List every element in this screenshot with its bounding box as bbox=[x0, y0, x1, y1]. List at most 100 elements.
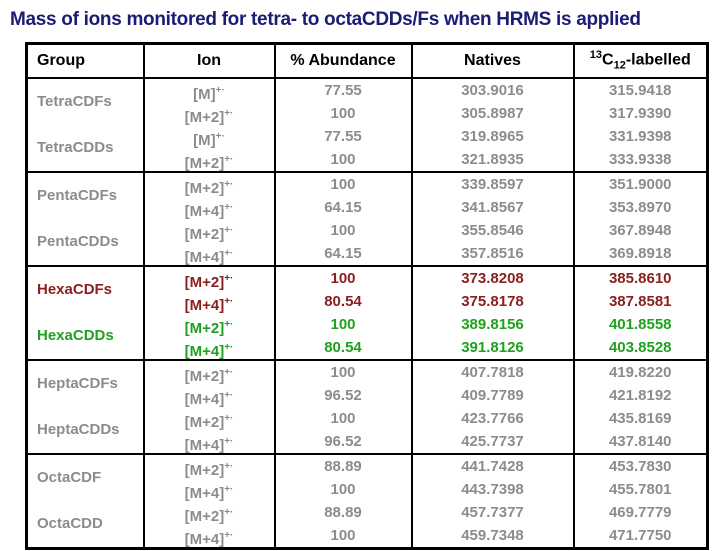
natives-value: 457.7377 bbox=[461, 503, 524, 521]
group-label: HexaCDFs bbox=[37, 280, 113, 298]
group-cell: TetraCDFs TetraCDDs bbox=[25, 76, 145, 173]
ion-value: [M+2]+· bbox=[145, 501, 274, 525]
ion-charge-superscript: +· bbox=[224, 201, 234, 213]
abundance-value: 77.55 bbox=[324, 81, 362, 99]
natives-cell: 339.8597 341.8567 355.8546 357.8516 bbox=[410, 170, 575, 267]
labelled-value: 435.8169 bbox=[608, 409, 672, 427]
col-header-group: Group bbox=[25, 42, 145, 79]
abundance-value: 100 bbox=[330, 269, 356, 287]
ion-value: [M+4]+· bbox=[145, 478, 274, 502]
ion-formula: [M+2] bbox=[184, 154, 225, 172]
ion-formula: [M+4] bbox=[184, 530, 225, 548]
ion-formula: [M+4] bbox=[184, 436, 225, 454]
ion-value: [M+2]+· bbox=[145, 102, 274, 126]
labelled-suffix: -labelled bbox=[625, 51, 691, 69]
abundance-value: 96.52 bbox=[324, 386, 362, 404]
group-label-stack: OctaCDF OctaCDD bbox=[28, 455, 143, 547]
ion-cell: [M+2]+· [M+4]+· [M+2]+· [M+4]+· bbox=[142, 170, 276, 267]
ion-cell: [M+2]+· [M+4]+· [M+2]+· [M+4]+· bbox=[142, 264, 276, 361]
col-header-ion: Ion bbox=[142, 42, 276, 79]
ion-charge-superscript: +· bbox=[224, 412, 234, 424]
ion-charge-superscript: +· bbox=[224, 506, 234, 518]
element-symbol: C bbox=[602, 51, 614, 69]
group-label: HexaCDDs bbox=[37, 326, 114, 344]
ion-mass-table: Group Ion % Abundance Natives 13C12-labe… bbox=[25, 42, 709, 550]
ion-charge-superscript: +· bbox=[224, 341, 234, 353]
abundance-value: 100 bbox=[330, 150, 356, 168]
abundance-value: 77.55 bbox=[324, 127, 362, 145]
group-label: OctaCDF bbox=[37, 468, 102, 486]
ion-value: [M+4]+· bbox=[145, 524, 274, 548]
group-cell: HexaCDFs HexaCDDs bbox=[25, 264, 145, 361]
labelled-cell: 419.8220 421.8192 435.8169 437.8140 bbox=[572, 358, 709, 455]
ion-cell: [M]+· [M+2]+· [M]+· [M+2]+· bbox=[142, 76, 276, 173]
col-header-abundance: % Abundance bbox=[273, 42, 413, 79]
table-row: HexaCDFs HexaCDDs [M+2]+· [M+4]+· [M+2]+· [M+… bbox=[25, 264, 709, 361]
ion-value: [M+2]+· bbox=[145, 313, 274, 337]
group-label-stack: HeptaCDFs HeptaCDDs bbox=[28, 361, 143, 453]
ion-charge-superscript: +· bbox=[224, 247, 234, 259]
group-cell: PentaCDFs PentaCDDs bbox=[25, 170, 145, 267]
abundance-cell: 100 80.54 100 80.54 bbox=[273, 264, 413, 361]
abundance-value: 100 bbox=[330, 480, 356, 498]
ion-value: [M+4]+· bbox=[145, 384, 274, 408]
ion-formula: [M+2] bbox=[184, 108, 225, 126]
natives-value: 339.8597 bbox=[461, 175, 524, 193]
natives-value: 409.7789 bbox=[461, 386, 524, 404]
abundance-cell: 77.55 100 77.55 100 bbox=[273, 76, 413, 173]
labelled-value: 369.8918 bbox=[608, 244, 672, 262]
abundance-value: 96.52 bbox=[324, 432, 362, 450]
abundance-value: 100 bbox=[330, 315, 356, 333]
ion-formula: [M] bbox=[193, 131, 216, 149]
ion-formula: [M+2] bbox=[184, 461, 225, 479]
abundance-value: 88.89 bbox=[324, 457, 362, 475]
ion-formula: [M+2] bbox=[184, 367, 225, 385]
ion-charge-superscript: +· bbox=[215, 84, 225, 96]
abundance-value: 80.54 bbox=[324, 292, 362, 310]
table-row: TetraCDFs TetraCDDs [M]+· [M+2]+· [M]+· [M+2]… bbox=[25, 76, 709, 173]
group-label-stack: HexaCDFs HexaCDDs bbox=[28, 267, 143, 359]
labelled-value: 387.8581 bbox=[608, 292, 672, 310]
ion-charge-superscript: +· bbox=[224, 295, 234, 307]
isotope-superscript: 13 bbox=[589, 49, 603, 62]
col-header-labelled: 13C12-labelled bbox=[572, 42, 709, 79]
natives-cell: 441.7428 443.7398 457.7377 459.7348 bbox=[410, 452, 575, 549]
ion-value: [M]+· bbox=[145, 125, 274, 149]
labelled-value: 421.8192 bbox=[608, 386, 672, 404]
table-row: OctaCDF OctaCDD [M+2]+· [M+4]+· [M+2]+· [M+4]… bbox=[25, 452, 709, 549]
abundance-cell: 88.89 100 88.89 100 bbox=[273, 452, 413, 549]
group-label: HeptaCDFs bbox=[37, 374, 118, 392]
col-header-natives: Natives bbox=[410, 42, 575, 79]
group-label: TetraCDDs bbox=[37, 138, 114, 156]
ion-charge-superscript: +· bbox=[224, 178, 234, 190]
natives-value: 391.8126 bbox=[461, 338, 524, 356]
abundance-value: 64.15 bbox=[324, 244, 362, 262]
ion-value: [M+2]+· bbox=[145, 173, 274, 197]
ion-value: [M+2]+· bbox=[145, 455, 274, 479]
natives-value: 375.8178 bbox=[461, 292, 524, 310]
natives-value: 423.7766 bbox=[461, 409, 524, 427]
table-row: HeptaCDFs HeptaCDDs [M+2]+· [M+4]+· [M+2]+·[… bbox=[25, 358, 709, 455]
ion-value: [M]+· bbox=[145, 79, 274, 103]
ion-formula: [M+2] bbox=[184, 225, 225, 243]
abundance-value: 100 bbox=[330, 221, 356, 239]
natives-value: 321.8935 bbox=[461, 150, 524, 168]
natives-value: 357.8516 bbox=[461, 244, 524, 262]
ion-cell: [M+2]+· [M+4]+· [M+2]+· [M+4]+· bbox=[142, 358, 276, 455]
isotope-subscript: 12 bbox=[613, 59, 626, 72]
ion-formula: [M+2] bbox=[184, 179, 225, 197]
abundance-value: 100 bbox=[330, 526, 356, 544]
ion-value: [M+2]+· bbox=[145, 219, 274, 243]
ion-value: [M+4]+· bbox=[145, 336, 274, 360]
abundance-cell: 100 96.52 100 96.52 bbox=[273, 358, 413, 455]
ion-value: [M+4]+· bbox=[145, 196, 274, 220]
ion-value: [M+2]+· bbox=[145, 361, 274, 385]
group-label: HeptaCDDs bbox=[37, 420, 120, 438]
group-label: PentaCDFs bbox=[37, 186, 118, 204]
labelled-cell: 453.7830 455.7801 469.7779 471.7750 bbox=[572, 452, 709, 549]
labelled-value: 419.8220 bbox=[608, 363, 672, 381]
labelled-value: 453.7830 bbox=[608, 457, 672, 475]
labelled-value: 469.7779 bbox=[608, 503, 672, 521]
group-label: PentaCDDs bbox=[37, 232, 119, 250]
ion-formula: [M+4] bbox=[184, 342, 225, 360]
